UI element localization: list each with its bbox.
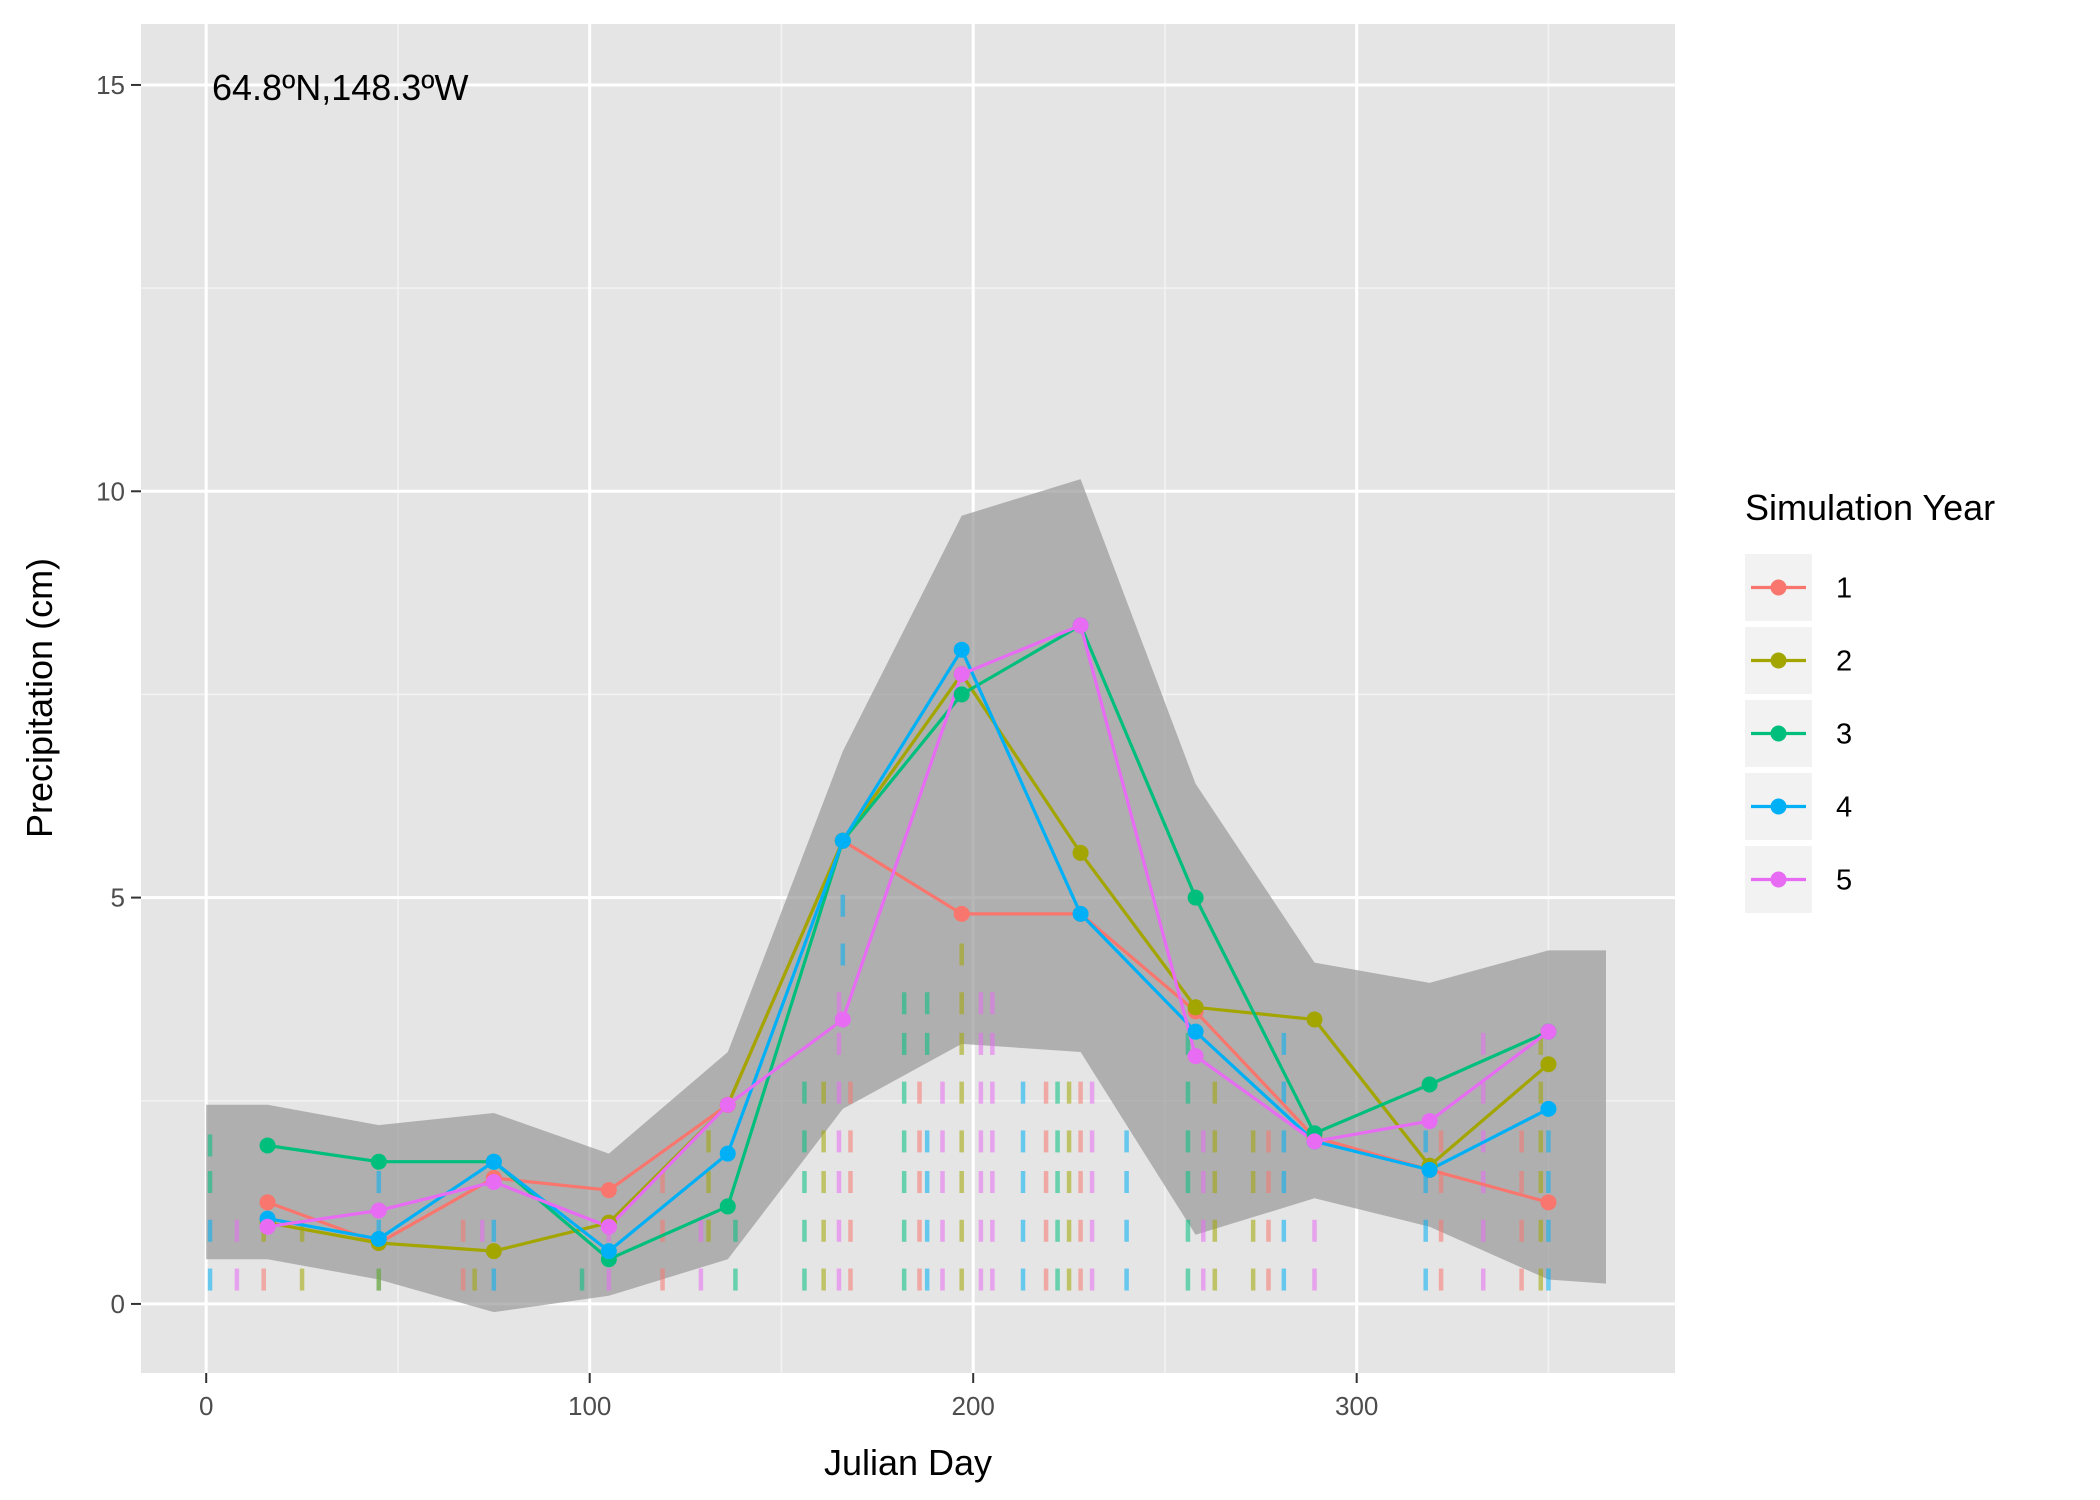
legend-key-point-2 [1770,652,1787,669]
y-tick-label-3: 15 [96,70,125,100]
legend-label-3: 3 [1836,719,1852,751]
series-5-point-11 [1540,1023,1557,1040]
legend-label-2: 2 [1836,646,1852,678]
series-1-point-3 [600,1182,617,1199]
legend-label-1: 1 [1836,573,1852,605]
series-5-point-4 [719,1096,736,1113]
y-axis: 0 5 10 15 [96,70,141,1319]
series-4-point-7 [1072,905,1089,922]
series-4-point-11 [1540,1100,1557,1117]
x-tick-label-1: 100 [568,1391,611,1421]
series-5-point-1 [370,1202,387,1219]
series-5-point-5 [834,1011,851,1028]
series-4-point-2 [485,1153,502,1170]
series-5-point-6 [953,666,970,683]
series-4-point-5 [834,832,851,849]
series-5-point-2 [485,1174,502,1191]
series-5-point-8 [1187,1048,1204,1065]
series-4-point-3 [600,1243,617,1260]
range-band-layer [206,479,1607,1313]
series-4-point-1 [370,1230,387,1247]
series-5-point-3 [600,1218,617,1235]
series-4-point-4 [719,1145,736,1162]
location-annotation: 64.8ºN,148.3ºW [212,67,468,108]
series-line-2 [267,672,1550,1253]
series-3-point-0 [259,1137,276,1154]
legend-key-point-4 [1770,798,1787,815]
series-1-point-6 [953,905,970,922]
series-3-point-1 [370,1153,387,1170]
x-tick-label-2: 200 [951,1391,994,1421]
legend: Simulation Year 1 2 3 4 5 [1745,487,1995,913]
series-1-point-11 [1540,1194,1557,1211]
range-band [206,479,1607,1313]
series-2-point-11 [1540,1056,1557,1073]
series-line-1 [267,839,1549,1245]
series-line-5 [267,623,1550,1229]
legend-key-point-5 [1770,871,1787,888]
series-line-3 [267,623,1550,1261]
series-3-point-4 [719,1198,736,1215]
series-4-point-8 [1187,1023,1204,1040]
x-tick-label-0: 0 [199,1391,213,1421]
series-line-4 [267,648,1550,1253]
daily-marks-layer [207,894,1551,1291]
legend-label-4: 4 [1836,792,1852,824]
y-tick-label-2: 10 [96,476,125,506]
series-3-point-8 [1187,889,1204,906]
series-3-point-6 [953,686,970,703]
series-2-point-8 [1187,999,1204,1016]
legend-key-point-3 [1770,725,1787,742]
x-axis-title: Julian Day [824,1442,992,1483]
y-tick-label-0: 0 [111,1289,125,1319]
series-4-point-10 [1421,1161,1438,1178]
series-3-point-10 [1421,1076,1438,1093]
x-axis: 0 100 200 300 [199,1373,1378,1421]
series-5-point-10 [1421,1113,1438,1130]
series-5-point-0 [259,1218,276,1235]
series-layer [259,617,1557,1268]
y-axis-title: Precipitation (cm) [19,558,60,838]
series-4-point-6 [953,641,970,658]
x-tick-label-3: 300 [1335,1391,1378,1421]
series-2-point-7 [1072,844,1089,861]
series-1-point-0 [259,1194,276,1211]
legend-label-5: 5 [1836,865,1852,897]
series-2-point-9 [1306,1011,1323,1028]
legend-title: Simulation Year [1745,487,1995,528]
legend-key-point-1 [1770,579,1787,596]
y-tick-label-1: 5 [111,883,125,913]
series-5-point-9 [1306,1133,1323,1150]
series-2-point-2 [485,1243,502,1260]
series-5-point-7 [1072,617,1089,634]
